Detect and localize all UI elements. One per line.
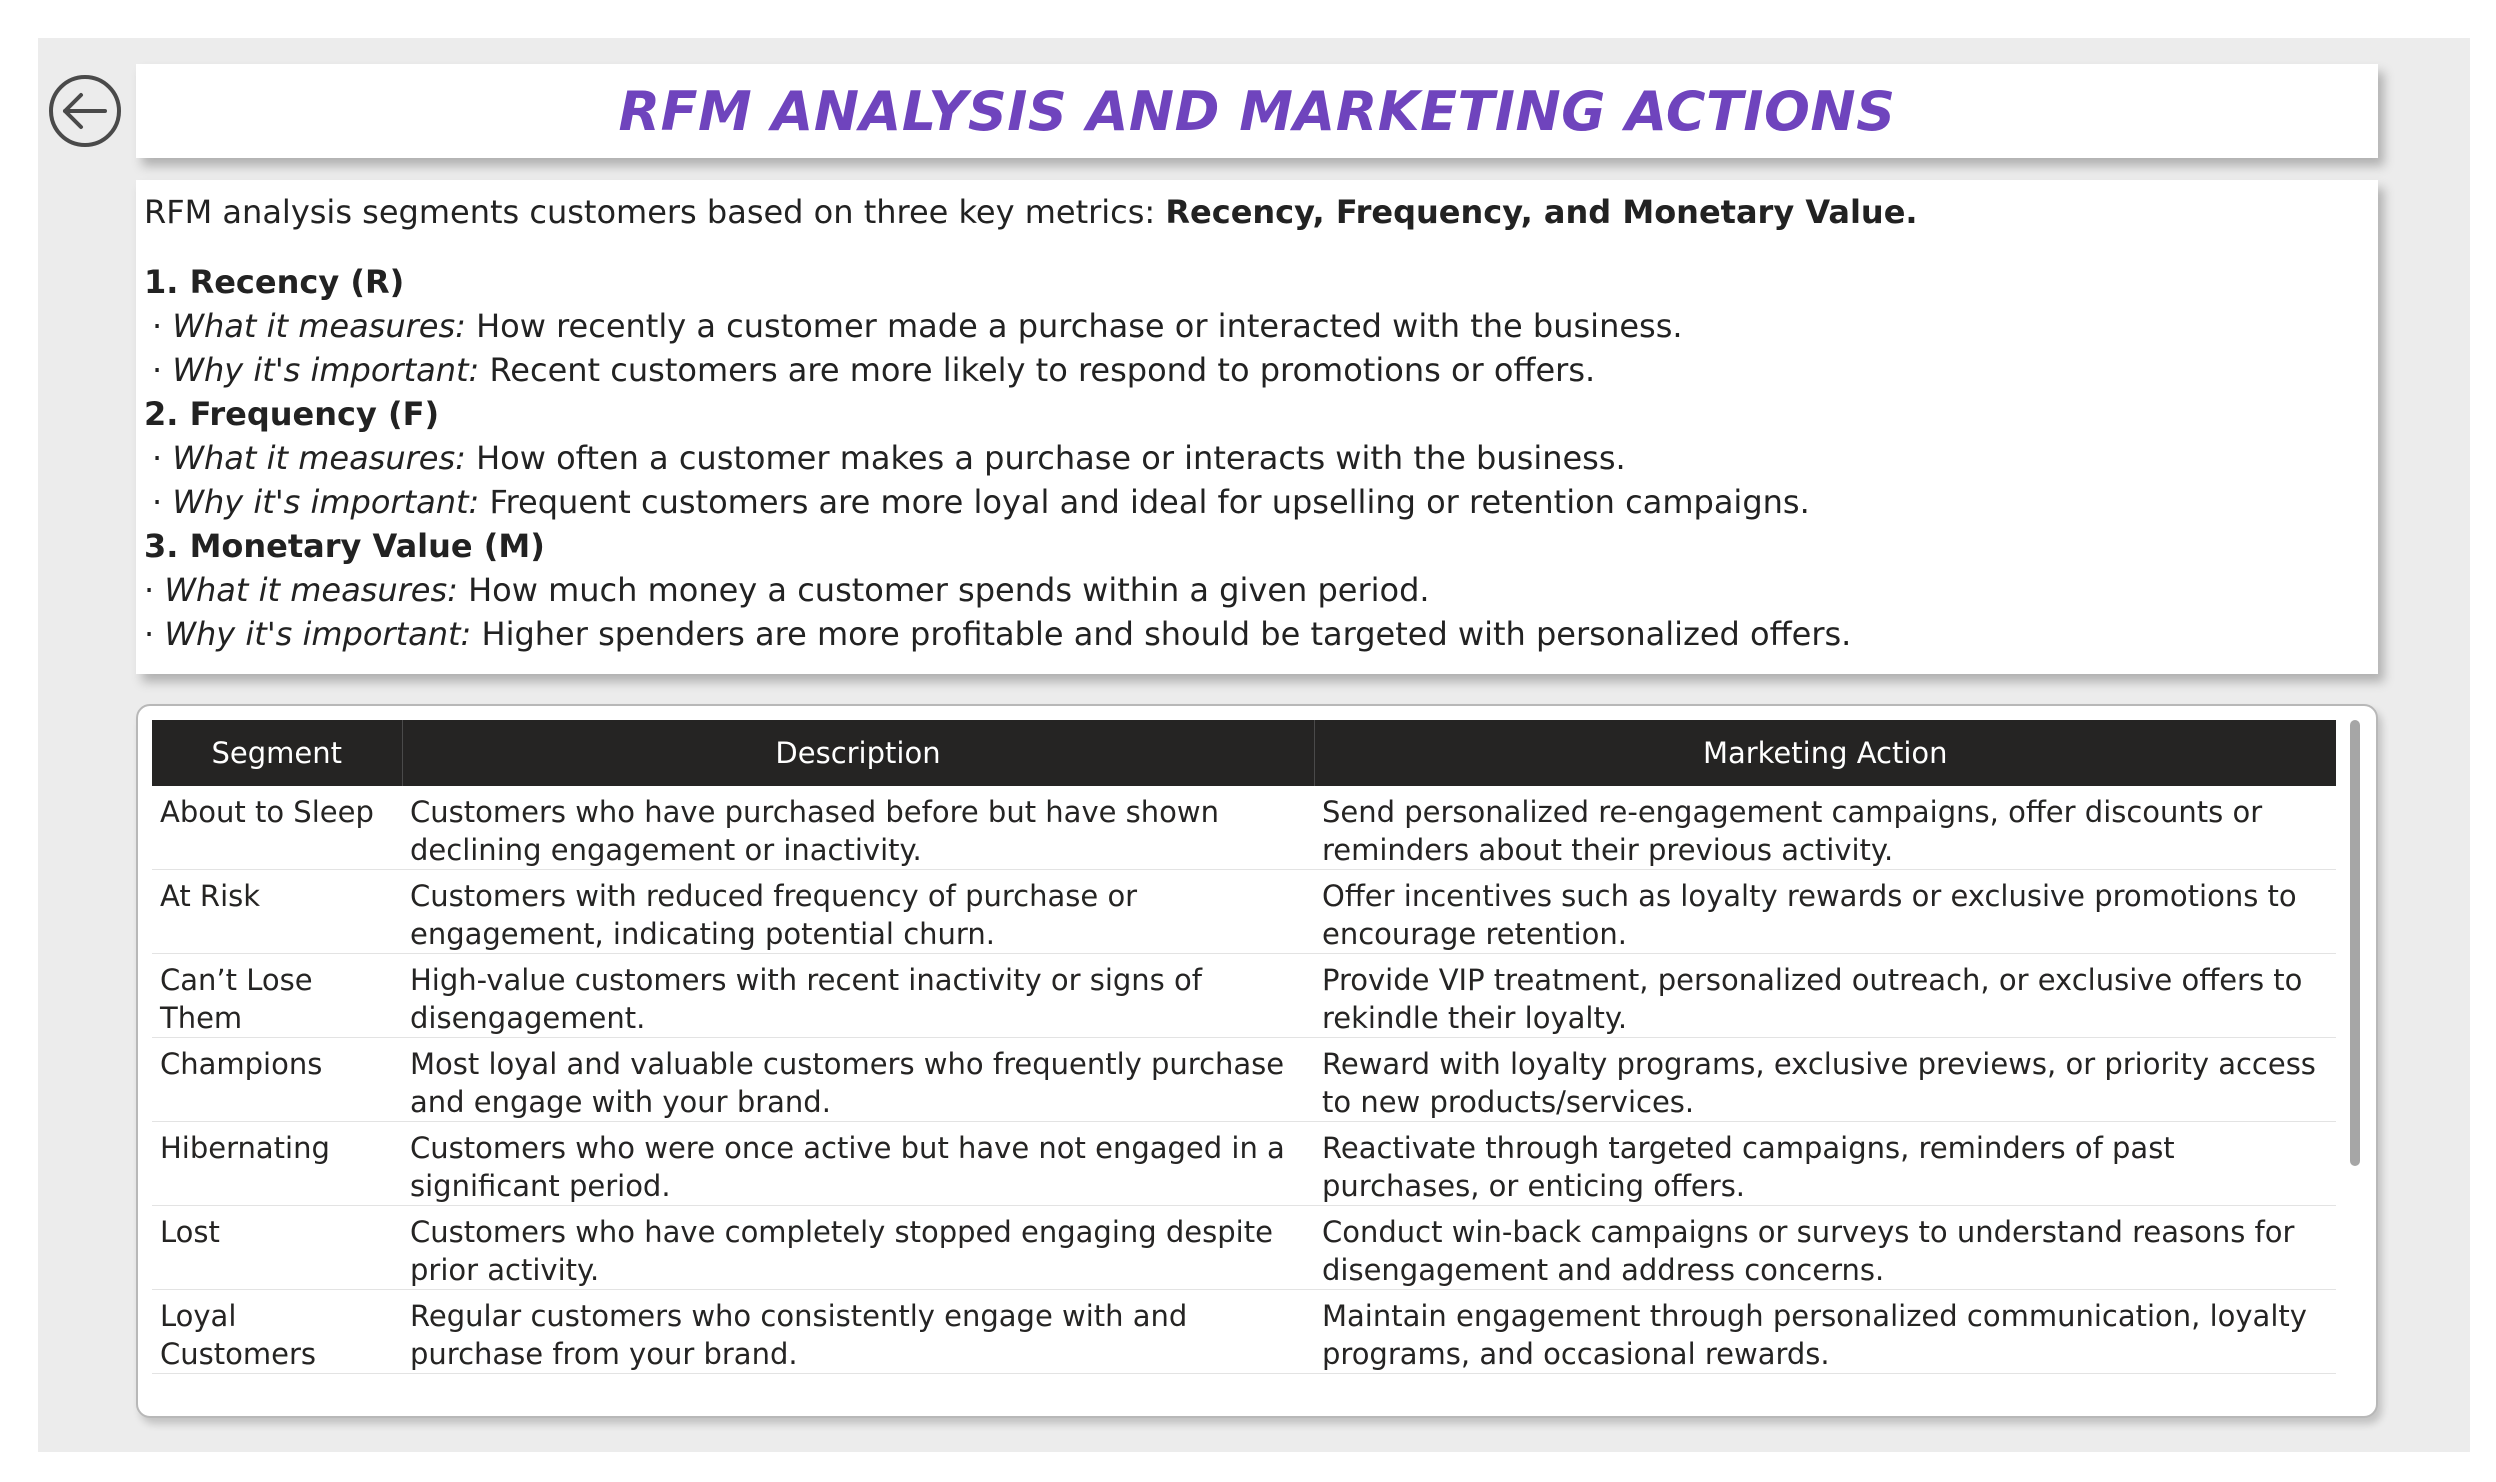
intro-metrics: Recency, Frequency, and Monetary Value. [1165,193,1918,231]
description-cell: Customers who were once active but have … [402,1121,1314,1206]
description-cell: Customers who have completely stopped en… [402,1205,1314,1290]
column-header-marketing-action[interactable]: Marketing Action [1314,720,2336,786]
column-header-description[interactable]: Description [402,720,1315,786]
back-arrow-icon [49,75,121,147]
page-title: RFM ANALYSIS AND MARKETING ACTIONS [618,79,1896,143]
marketing-action-cell: Send personalized re-engagement campaign… [1314,786,2336,870]
table-row[interactable]: Hibernating Customers who were once acti… [152,1121,2336,1206]
marketing-action-cell: Conduct win-back campaigns or surveys to… [1314,1205,2336,1290]
title-card: RFM ANALYSIS AND MARKETING ACTIONS [136,64,2378,158]
segment-table-card: Segment Description Marketing Action Abo… [136,704,2378,1418]
segment-cell: Hibernating [152,1121,402,1206]
description-cell: Customers who have purchased before but … [402,786,1314,870]
marketing-action-cell: Reward with loyalty programs, exclusive … [1314,1037,2336,1122]
segment-cell: Lost [152,1205,402,1290]
frequency-measures: · What it measures: How often a customer… [152,439,1626,477]
segment-table-viewport[interactable]: Segment Description Marketing Action Abo… [152,720,2336,1406]
table-row[interactable]: Can’t Lose Them High-value customers wit… [152,953,2336,1038]
segment-cell: Champions [152,1037,402,1122]
marketing-action-cell: Provide VIP treatment, personalized outr… [1314,953,2336,1038]
table-row[interactable]: Lost Customers who have completely stopp… [152,1205,2336,1290]
segment-table: Segment Description Marketing Action Abo… [152,720,2336,1374]
table-row[interactable]: Champions Most loyal and valuable custom… [152,1037,2336,1122]
frequency-importance: · Why it's important: Frequent customers… [152,483,1810,521]
table-row[interactable]: About to Sleep Customers who have purcha… [152,786,2336,870]
recency-importance: · Why it's important: Recent customers a… [152,351,1596,389]
segment-cell: Can’t Lose Them [152,953,402,1038]
description-cell: Regular customers who consistently engag… [402,1289,1314,1374]
report-canvas: RFM ANALYSIS AND MARKETING ACTIONS RFM a… [38,38,2470,1452]
marketing-action-cell: Offer incentives such as loyalty rewards… [1314,869,2336,954]
intro-text: RFM analysis segments customers based on… [144,193,1918,231]
table-row[interactable]: Loyal Customers Regular customers who co… [152,1289,2336,1374]
monetary-measures: · What it measures: How much money a cus… [144,571,1430,609]
frequency-heading: 2. Frequency (F) [144,395,440,433]
segment-cell: About to Sleep [152,786,402,870]
recency-heading: 1. Recency (R) [144,263,405,301]
segment-cell: Loyal Customers [152,1289,402,1374]
segment-cell: At Risk [152,869,402,954]
table-row[interactable]: At Risk Customers with reduced frequency… [152,869,2336,954]
recency-measures: · What it measures: How recently a custo… [152,307,1683,345]
description-cell: High-value customers with recent inactiv… [402,953,1314,1038]
rfm-description-card: RFM analysis segments customers based on… [136,180,2378,674]
marketing-action-cell: Reactivate through targeted campaigns, r… [1314,1121,2336,1206]
description-cell: Most loyal and valuable customers who fr… [402,1037,1314,1122]
column-header-segment[interactable]: Segment [152,720,403,786]
marketing-action-cell: Maintain engagement through personalized… [1314,1289,2336,1374]
back-button[interactable] [46,72,124,150]
description-cell: Customers with reduced frequency of purc… [402,869,1314,954]
monetary-importance: · Why it's important: Higher spenders ar… [144,615,1852,653]
table-header-row: Segment Description Marketing Action [152,720,2336,786]
monetary-heading: 3. Monetary Value (M) [144,527,545,565]
table-scrollbar[interactable] [2350,720,2360,1166]
